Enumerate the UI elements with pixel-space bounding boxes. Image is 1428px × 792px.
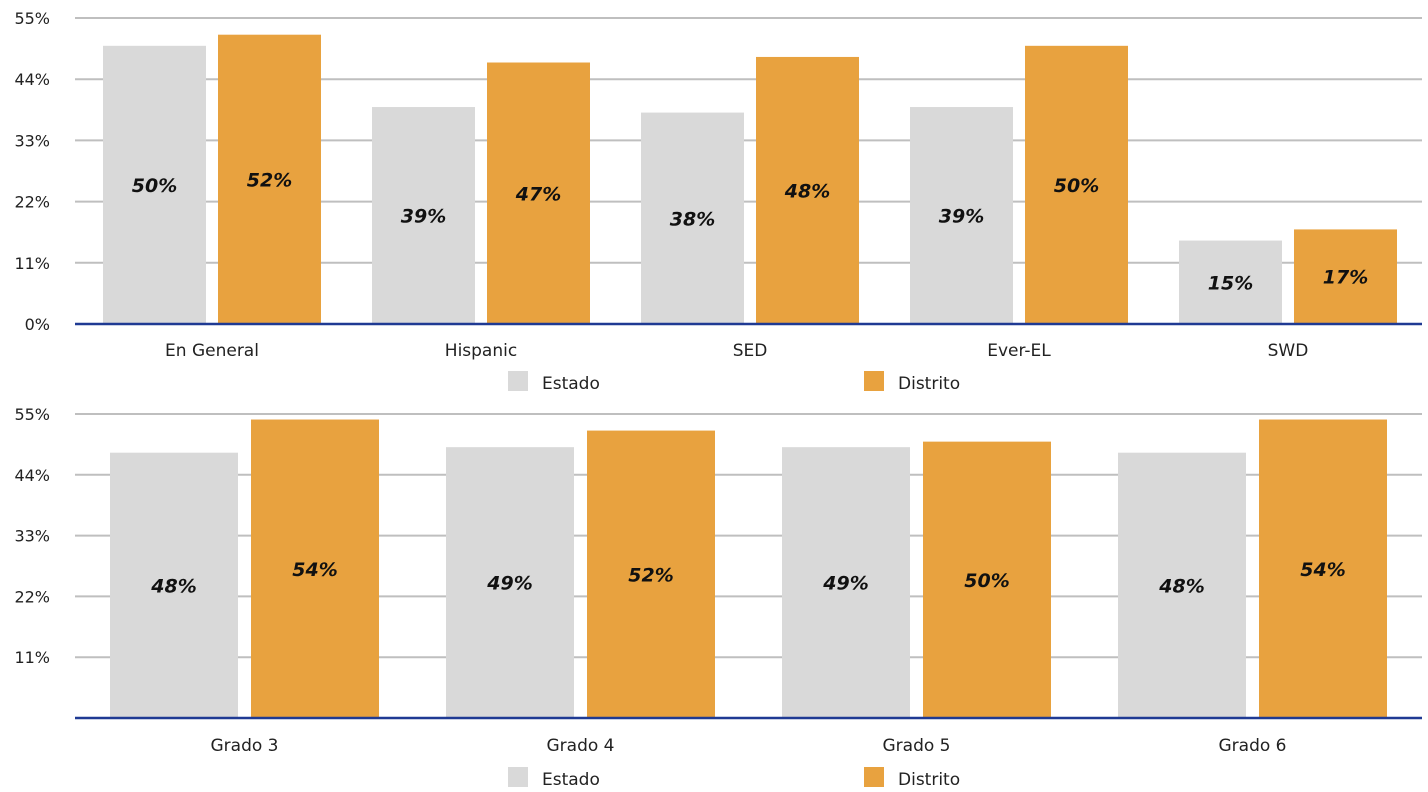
bar-estado: [1179, 240, 1282, 324]
category-label: Grado 3: [211, 736, 279, 756]
legend-label-estado: Estado: [542, 374, 600, 394]
y-tick-label: 33%: [14, 527, 50, 546]
legend-label-estado: Estado: [542, 770, 600, 790]
legend-label-distrito: Distrito: [898, 374, 960, 394]
legend-swatch-distrito: [864, 371, 884, 391]
data-label: 49%: [822, 573, 868, 595]
y-tick-label: 44%: [14, 466, 50, 485]
y-tick-label: 11%: [14, 254, 50, 273]
data-label: 38%: [670, 208, 715, 230]
category-label: SWD: [1268, 341, 1309, 361]
bar-distrito: [587, 430, 715, 718]
data-label: 17%: [1323, 267, 1368, 289]
category-label: En General: [165, 341, 259, 361]
data-label: 48%: [1158, 575, 1204, 597]
bar-distrito: [218, 34, 321, 324]
bar-estado: [372, 107, 475, 324]
data-label: 50%: [1054, 175, 1099, 197]
bar-distrito: [756, 56, 859, 324]
chart-1: 0% 11% 22% 33% 44% 55% 50% 52% En General 39% 47% H…: [14, 9, 1422, 394]
data-label: 52%: [628, 564, 673, 586]
data-label: 54%: [292, 559, 337, 581]
category-label: Ever-EL: [987, 341, 1051, 361]
bar-distrito: [1294, 229, 1397, 324]
bar-distrito: [923, 441, 1051, 718]
data-label: 49%: [486, 573, 532, 595]
bar-distrito: [487, 62, 590, 324]
bar-distrito: [1259, 419, 1387, 718]
legend-swatch-estado: [508, 767, 528, 787]
bar-estado: [103, 45, 206, 325]
data-label: 15%: [1208, 272, 1253, 294]
data-label: 39%: [401, 206, 446, 228]
y-tick-label: 44%: [14, 70, 50, 89]
category-label: Grado 5: [883, 736, 951, 756]
category-label: Hispanic: [445, 341, 517, 361]
data-label: 52%: [247, 169, 292, 191]
bar-estado: [1118, 452, 1246, 718]
data-label: 50%: [132, 175, 177, 197]
data-label: 54%: [1300, 559, 1345, 581]
bar-distrito: [1025, 45, 1128, 325]
category-label: Grado 4: [547, 736, 615, 756]
data-label: 50%: [964, 570, 1009, 592]
legend-swatch-distrito: [864, 767, 884, 787]
y-tick-label: 55%: [14, 9, 50, 28]
y-tick-label: 22%: [14, 587, 50, 606]
y-tick-label: 33%: [14, 131, 50, 150]
legend-label-distrito: Distrito: [898, 770, 960, 790]
y-tick-label: 22%: [14, 193, 50, 212]
data-label: 48%: [150, 575, 196, 597]
category-label: SED: [733, 341, 768, 361]
data-label: 47%: [515, 183, 561, 205]
legend-swatch-estado: [508, 371, 528, 391]
y-tick-label: 0%: [25, 315, 50, 334]
bar-estado: [110, 452, 238, 718]
y-tick-label: 11%: [14, 648, 50, 667]
bar-estado: [446, 447, 574, 718]
bar-estado: [782, 447, 910, 718]
bar-estado: [641, 112, 744, 324]
bar-distrito: [251, 419, 379, 718]
data-label: 39%: [939, 206, 984, 228]
category-label: Grado 6: [1219, 736, 1287, 756]
y-tick-label: 55%: [14, 405, 50, 424]
bar-estado: [910, 107, 1013, 324]
chart-2: 11% 22% 33% 44% 55% 48% 54% Grado 3 49% 52% Grado …: [14, 405, 1422, 790]
data-label: 48%: [784, 180, 830, 202]
